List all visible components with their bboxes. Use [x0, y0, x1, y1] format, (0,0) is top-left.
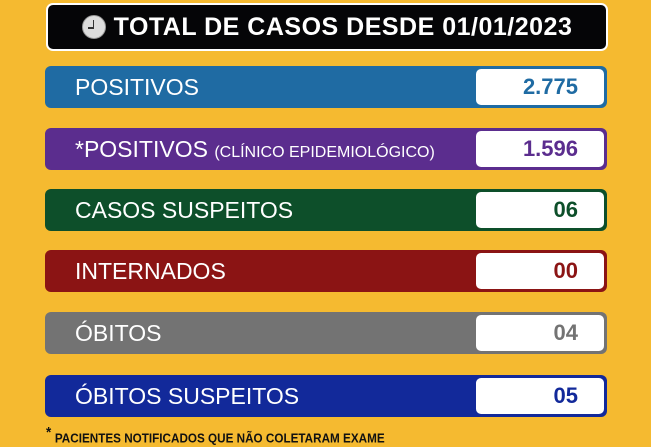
- row-value: 2.775: [476, 69, 604, 105]
- title-banner: TOTAL DE CASOS DESDE 01/01/2023: [46, 3, 608, 51]
- row-value: 1.596: [476, 131, 604, 167]
- label-sub: (CLÍNICO EPIDEMIOLÓGICO): [214, 143, 435, 161]
- asterisk: *: [46, 424, 52, 441]
- row-value: 04: [476, 315, 604, 351]
- row-label: ÓBITOS SUSPEITOS: [45, 383, 476, 410]
- row-label: ÓBITOS: [45, 320, 476, 347]
- label-text: INTERNADOS: [75, 257, 226, 284]
- row-casos-suspeitos: CASOS SUSPEITOS 06: [45, 189, 607, 231]
- row-positivos-clinico: *POSITIVOS (CLÍNICO EPIDEMIOLÓGICO) 1.596: [45, 128, 607, 170]
- label-text: CASOS SUSPEITOS: [75, 196, 294, 223]
- clock-icon: [81, 15, 106, 39]
- title: TOTAL DE CASOS DESDE 01/01/2023: [113, 12, 573, 41]
- row-obitos-suspeitos: ÓBITOS SUSPEITOS 05: [45, 375, 607, 417]
- label-text: ÓBITOS SUSPEITOS: [75, 382, 300, 409]
- row-positivos: POSITIVOS 2.775: [45, 66, 607, 108]
- label-text: *POSITIVOS: [75, 135, 208, 162]
- row-value: 05: [476, 378, 604, 414]
- row-label: INTERNADOS: [45, 258, 476, 285]
- row-value: 06: [476, 192, 604, 228]
- label-text: POSITIVOS: [75, 73, 199, 100]
- row-label: POSITIVOS: [45, 74, 476, 101]
- footnote: * PACIENTES NOTIFICADOS QUE NÃO COLETARAM…: [46, 424, 385, 445]
- label-text: ÓBITOS: [75, 319, 162, 346]
- row-label: CASOS SUSPEITOS: [45, 197, 476, 224]
- row-label: *POSITIVOS (CLÍNICO EPIDEMIOLÓGICO): [45, 136, 476, 163]
- row-obitos: ÓBITOS 04: [45, 312, 607, 354]
- row-internados: INTERNADOS 00: [45, 250, 607, 292]
- footnote-text: PACIENTES NOTIFICADOS QUE NÃO COLETARAM …: [54, 430, 385, 446]
- row-value: 00: [476, 253, 604, 289]
